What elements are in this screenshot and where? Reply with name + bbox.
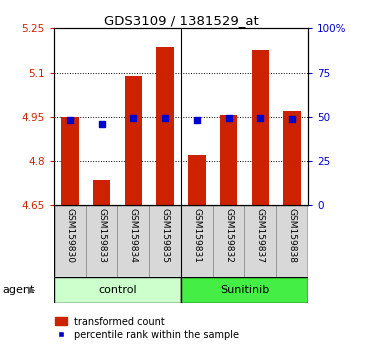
Bar	[125, 75, 142, 205]
Bar	[283, 111, 301, 205]
Bar	[252, 51, 269, 205]
Bar	[117, 205, 149, 278]
Point	[67, 117, 73, 122]
Text: agent: agent	[2, 285, 34, 295]
Point	[162, 115, 168, 121]
Text: GSM159830: GSM159830	[65, 208, 74, 263]
Bar	[54, 277, 181, 303]
Bar	[149, 205, 181, 278]
Point	[130, 115, 136, 121]
Bar	[54, 205, 85, 278]
Point	[194, 117, 200, 122]
Text: GSM159837: GSM159837	[256, 208, 265, 263]
Point	[289, 116, 295, 122]
Text: GSM159833: GSM159833	[97, 208, 106, 263]
Text: GSM159832: GSM159832	[224, 208, 233, 263]
Bar	[85, 205, 117, 278]
Bar	[61, 117, 79, 205]
Legend: transformed count, percentile rank within the sample: transformed count, percentile rank withi…	[51, 313, 243, 343]
Bar	[156, 47, 174, 205]
Bar	[181, 277, 308, 303]
Bar	[276, 205, 308, 278]
Text: GSM159835: GSM159835	[161, 208, 169, 263]
Bar	[181, 205, 213, 278]
Bar	[213, 205, 244, 278]
Bar	[220, 115, 237, 205]
Text: ▶: ▶	[28, 285, 35, 295]
Text: control: control	[98, 285, 137, 295]
Text: GSM159831: GSM159831	[192, 208, 201, 263]
Text: GSM159838: GSM159838	[288, 208, 296, 263]
Text: GSM159834: GSM159834	[129, 208, 138, 263]
Point	[226, 115, 232, 121]
Point	[257, 115, 263, 121]
Bar	[188, 155, 206, 205]
Text: Sunitinib: Sunitinib	[220, 285, 269, 295]
Title: GDS3109 / 1381529_at: GDS3109 / 1381529_at	[104, 14, 258, 27]
Bar	[93, 180, 110, 205]
Point	[99, 121, 105, 127]
Bar	[244, 205, 276, 278]
